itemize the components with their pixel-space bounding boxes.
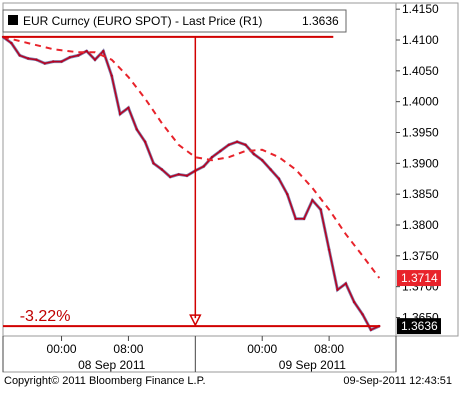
price-point — [102, 49, 105, 53]
price-point — [210, 155, 214, 159]
price-point — [51, 60, 55, 63]
legend-title: EUR Curncy (EURO SPOT) - Last Price (R1) — [23, 14, 262, 28]
y-tick-label: 1.4100 — [402, 33, 439, 47]
x-axis-panel — [2, 335, 397, 373]
y-tick-label: 1.3750 — [402, 249, 439, 263]
dashed-value-tag — [397, 270, 441, 287]
timestamp-text: 09-Sep-2011 12:43:51 — [343, 375, 452, 387]
price-point — [244, 143, 247, 147]
price-point — [344, 282, 348, 285]
price-point — [361, 313, 364, 316]
x-date-label: 08 Sep 2011 — [78, 358, 145, 372]
legend: EUR Curncy (EURO SPOT) - Last Price (R1)… — [2, 9, 347, 33]
x-tick-label: 00:00 — [247, 342, 277, 356]
price-point — [135, 128, 138, 131]
price-point — [68, 56, 72, 59]
legend-box — [2, 9, 347, 33]
price-point — [93, 58, 97, 61]
price-point — [177, 173, 180, 176]
x-tick-label: 00:00 — [47, 342, 77, 356]
price-point — [85, 49, 88, 53]
series-layer — [1, 35, 381, 332]
price-line — [2, 36, 380, 331]
price-point — [311, 199, 314, 202]
price-point — [152, 162, 155, 165]
price-point — [219, 149, 222, 153]
price-point — [60, 60, 63, 63]
price-point — [110, 74, 113, 77]
price-point — [185, 174, 189, 177]
price-point — [352, 300, 356, 304]
price-point — [35, 58, 38, 61]
dashed-trend-line — [2, 35, 381, 279]
dashed-value-tag-text: 1.3714 — [401, 271, 438, 285]
last-value-tag-text: 1.3636 — [401, 319, 438, 333]
last-value-tag — [397, 318, 441, 335]
price-point — [26, 57, 30, 60]
price-point — [160, 168, 164, 171]
x-date-label: 09 Sep 2011 — [279, 358, 346, 372]
price-point — [261, 159, 264, 162]
price-point — [202, 165, 205, 168]
price-point — [302, 217, 306, 221]
legend-value: 1.3636 — [302, 14, 339, 28]
y-tick-label: 1.4150 — [402, 2, 439, 16]
change-percent-label: -3.22% — [20, 308, 71, 325]
price-point — [127, 106, 130, 110]
footer: Copyright© 2011 Bloomberg Finance L.P. 0… — [0, 373, 460, 393]
y-tick-label: 1.3850 — [402, 187, 439, 201]
price-point — [18, 54, 21, 57]
price-point — [169, 175, 172, 179]
legend-swatch — [8, 15, 18, 25]
y-tick-label: 1.3950 — [402, 126, 439, 140]
price-point — [227, 143, 230, 147]
price-point — [143, 140, 147, 143]
price-point — [369, 328, 373, 332]
price-point — [10, 41, 13, 45]
price-point — [43, 62, 47, 65]
price-point — [294, 217, 297, 221]
change-arrow-head — [189, 314, 202, 327]
price-point — [77, 54, 80, 57]
price-point — [235, 140, 239, 143]
price-point — [336, 288, 339, 291]
y-tick-label: 1.4000 — [402, 95, 439, 109]
price-point — [327, 248, 331, 251]
price-point — [252, 152, 256, 156]
y-tick-label: 1.3900 — [402, 156, 439, 170]
price-point — [286, 192, 289, 196]
y-tick-label: 1.3800 — [402, 218, 439, 232]
price-point — [277, 177, 281, 180]
price-point — [319, 208, 322, 211]
x-tick-label: 08:00 — [113, 342, 143, 356]
copyright-text: Copyright© 2011 Bloomberg Finance L.P. — [4, 375, 206, 387]
y-tick-label: 1.4050 — [402, 64, 439, 78]
x-tick-label: 08:00 — [314, 342, 344, 356]
price-point — [118, 112, 122, 116]
annotations: -3.22% 1.3714 1.3636 — [3, 35, 441, 335]
price-point — [269, 168, 272, 171]
